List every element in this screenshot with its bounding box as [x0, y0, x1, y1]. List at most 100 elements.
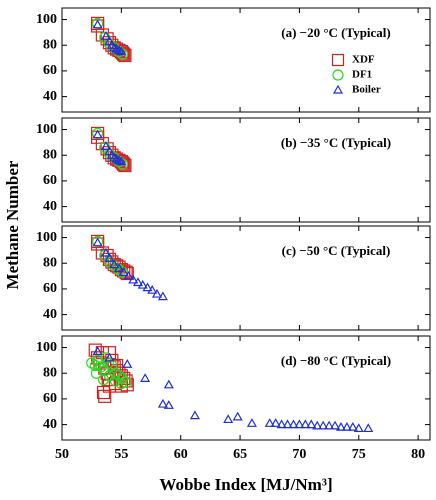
data-point — [353, 423, 364, 433]
x-tick-label: 80 — [411, 447, 425, 462]
data-point — [264, 418, 275, 427]
data-point — [98, 389, 112, 403]
data-point — [151, 288, 163, 298]
y-tick-label: 60 — [43, 173, 57, 188]
data-point — [119, 265, 133, 279]
data-point — [109, 259, 120, 269]
plot-frame — [61, 225, 431, 331]
data-point — [109, 42, 120, 52]
y-tick-label: 40 — [43, 89, 57, 104]
data-point — [92, 354, 104, 366]
x-tick-label: 60 — [174, 447, 188, 462]
data-point — [92, 235, 104, 248]
data-point — [100, 247, 111, 257]
data-point — [115, 377, 127, 390]
y-tick-label: 80 — [43, 147, 57, 162]
legend-label: DF1 — [352, 69, 372, 81]
panel-title: (a) −20 °C (Typical) — [281, 25, 391, 40]
x-tick-label: 50 — [55, 447, 69, 462]
data-point — [89, 359, 101, 372]
data-point — [102, 357, 114, 369]
panel-title: (b) −35 °C (Typical) — [281, 135, 391, 150]
data-point — [122, 359, 133, 368]
data-point — [318, 420, 329, 430]
data-point — [329, 420, 341, 430]
data-point — [109, 375, 122, 387]
data-point — [92, 346, 103, 356]
data-point — [157, 291, 168, 301]
y-tick-label: 60 — [43, 63, 57, 78]
data-point — [123, 270, 134, 280]
data-point — [118, 267, 129, 276]
y-tick-label: 100 — [36, 122, 57, 137]
plot-frame — [61, 335, 431, 441]
panel-title: (c) −50 °C (Typical) — [282, 243, 391, 258]
data-point — [246, 418, 257, 427]
data-point — [363, 423, 374, 433]
data-point — [294, 419, 305, 429]
data-point — [109, 152, 120, 162]
data-point — [86, 357, 98, 369]
data-point — [90, 367, 103, 379]
x-tick-label: 65 — [233, 447, 247, 462]
y-tick-label: 40 — [43, 199, 57, 214]
y-tick-label: 80 — [43, 255, 57, 270]
data-point — [111, 153, 122, 163]
data-point — [142, 282, 153, 292]
data-point — [92, 17, 104, 30]
data-point — [300, 419, 311, 429]
data-point — [147, 284, 158, 294]
data-point — [132, 277, 144, 287]
data-point — [347, 421, 358, 431]
legend-marker — [332, 69, 344, 81]
panel-title: (d) −80 °C (Typical) — [281, 353, 391, 368]
x-tick-label: 70 — [292, 447, 306, 462]
data-point — [100, 141, 111, 150]
data-point — [92, 237, 103, 247]
data-point — [104, 352, 115, 362]
data-point — [111, 43, 122, 53]
data-point — [140, 373, 151, 382]
data-point — [116, 372, 129, 384]
data-point — [341, 421, 352, 431]
data-point — [92, 129, 103, 139]
data-point — [113, 45, 125, 54]
data-point — [113, 263, 125, 272]
data-point — [163, 400, 174, 409]
data-point — [120, 376, 132, 388]
data-point — [288, 419, 299, 429]
data-point — [223, 414, 234, 424]
data-point — [104, 252, 115, 262]
legend-marker — [332, 84, 344, 94]
data-point — [137, 279, 148, 289]
data-point — [157, 398, 168, 408]
data-point — [306, 419, 317, 429]
legend-marker — [331, 53, 345, 67]
y-tick-label: 80 — [43, 37, 57, 52]
y-tick-label: 100 — [36, 230, 57, 245]
data-point — [92, 127, 104, 140]
x-tick-label: 55 — [114, 447, 128, 462]
data-point — [116, 46, 127, 56]
data-point — [276, 419, 287, 429]
data-point — [113, 155, 125, 164]
data-point — [189, 410, 200, 420]
plot-frame — [61, 117, 431, 223]
y-tick-label: 40 — [43, 417, 57, 432]
data-point — [282, 419, 293, 429]
data-point — [128, 274, 139, 284]
y-tick-label: 100 — [36, 12, 57, 27]
y-tick-label: 100 — [36, 340, 57, 355]
data-point — [270, 418, 281, 427]
data-point — [232, 411, 243, 421]
data-point — [97, 374, 110, 386]
y-tick-label: 80 — [43, 365, 57, 380]
y-tick-label: 40 — [43, 307, 57, 322]
y-tick-label: 60 — [43, 281, 57, 296]
x-tick-label: 75 — [352, 447, 366, 462]
plot-frame — [61, 7, 431, 113]
data-point — [163, 379, 174, 389]
data-point — [324, 420, 335, 430]
